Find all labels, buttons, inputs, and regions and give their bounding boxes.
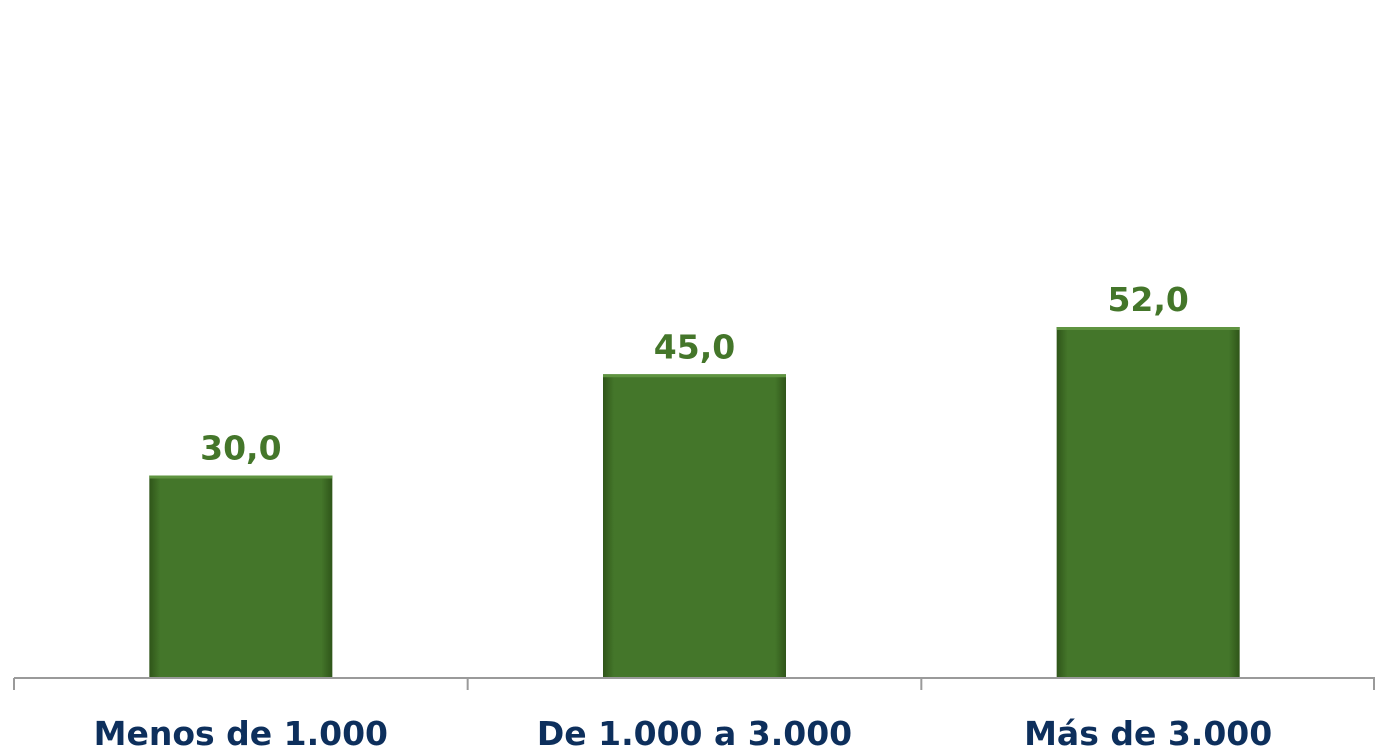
- bar-1-top-edge: [149, 475, 333, 479]
- bar-2: [603, 374, 786, 678]
- category-label-2: De 1.000 a 3.000: [537, 714, 852, 751]
- value-label-3: 52,0: [1107, 280, 1188, 319]
- bar-3: [1056, 327, 1240, 678]
- value-label-1: 30,0: [200, 429, 281, 468]
- labels-layer: 30,0 Menos de 1.000 45,0 De 1.000 a 3.000 52…: [94, 280, 1273, 753]
- x-axis: [13, 677, 1375, 690]
- value-label-2: 45,0: [654, 327, 735, 366]
- category-label-3: Más de 3.000: [1024, 714, 1272, 751]
- category-label-1: Menos de 1.000: [94, 714, 388, 751]
- bars-layer: [149, 327, 1240, 678]
- bar-3-top-edge: [1056, 327, 1240, 330]
- bar-1: [149, 475, 333, 678]
- bar-2-top-edge: [603, 374, 786, 378]
